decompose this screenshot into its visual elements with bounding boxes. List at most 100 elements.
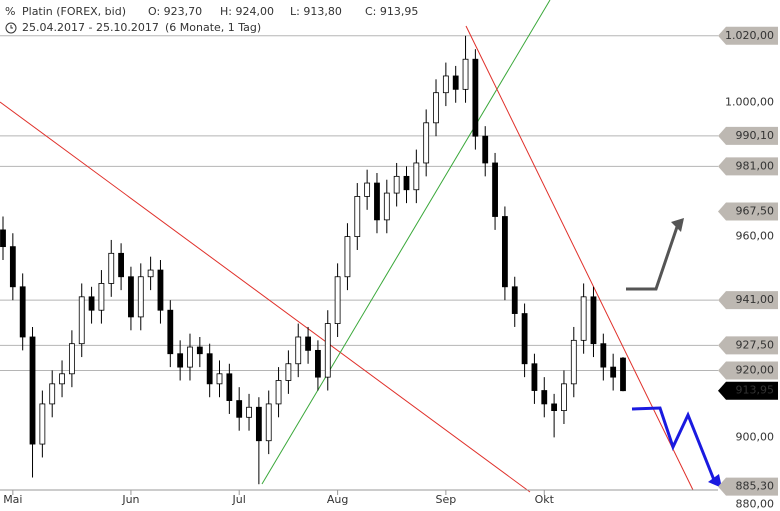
arrow-head (708, 474, 722, 488)
quote-low: L: 913,80 (290, 5, 342, 18)
candle-body (19, 286, 26, 338)
header: % Platin (FOREX, bid) O: 923,70 H: 924,0… (5, 5, 418, 34)
candle-body (610, 366, 617, 378)
candle-body (315, 349, 321, 378)
axes: 1.000,00 960,00 900,00 880,00 1.020,00 990,10… (3, 26, 778, 510)
candle-body (413, 162, 420, 191)
candle-body (324, 323, 331, 378)
price-marker-label: 967,50 (736, 204, 775, 217)
candle-body (49, 383, 56, 405)
price-marker-label: 913,95 (736, 384, 775, 397)
trend-line (465, 25, 694, 491)
candle-body (177, 353, 184, 368)
candle-body (147, 269, 154, 278)
clock-hands (10, 25, 13, 29)
candle-body (541, 390, 548, 405)
candle-body (600, 343, 607, 368)
trend-line (261, 0, 551, 485)
candle-body (59, 373, 65, 385)
candle-body (255, 406, 262, 442)
candle-body (364, 182, 371, 197)
price-marker (718, 361, 778, 380)
candle-body (118, 252, 124, 278)
candle-body (157, 269, 164, 311)
candle-body (108, 252, 115, 284)
candle-body (128, 276, 134, 318)
candle-body (206, 353, 213, 385)
arrow-head (671, 218, 684, 232)
candle-body (423, 122, 430, 164)
candle-body (187, 346, 193, 368)
clock-icon (5, 22, 17, 34)
price-marker (718, 157, 778, 176)
candle-body (590, 296, 597, 345)
y-tick-label: 960,00 (736, 230, 775, 243)
candle-body (98, 283, 105, 311)
candle-body (492, 162, 498, 217)
price-marker-label: 1.020,00 (725, 29, 774, 42)
x-tick-label: Jul (232, 493, 246, 506)
candle-body (354, 196, 361, 237)
candle-body (452, 75, 459, 90)
quote-open: O: 923,70 (148, 5, 202, 18)
quote-close: C: 913,95 (365, 5, 418, 18)
candle-body (521, 313, 528, 365)
price-marker-label: 920,00 (736, 363, 775, 376)
x-tick-label: Aug (327, 493, 348, 506)
candle-body (265, 403, 272, 442)
price-marker (718, 336, 778, 355)
candle-body (442, 75, 449, 94)
candle-body (580, 296, 587, 341)
candle-body (216, 373, 223, 385)
trend-line (0, 101, 531, 493)
candle-body (29, 336, 36, 445)
candle-body (137, 276, 144, 318)
candle-body (482, 135, 489, 164)
candle-body (167, 309, 174, 355)
price-marker (718, 381, 778, 400)
candle-body (561, 383, 567, 412)
candle-body (196, 346, 203, 355)
candle-body (334, 276, 341, 324)
candle-body (226, 373, 233, 401)
forecast-path (631, 406, 716, 481)
candle-body (88, 296, 95, 311)
x-tick-label: Jun (121, 493, 139, 506)
x-tick-label: Okt (535, 493, 555, 506)
price-marker-label: 927,50 (736, 338, 775, 351)
candle-body (78, 296, 85, 345)
candle-body (305, 336, 311, 351)
price-marker-label: 885,30 (736, 480, 775, 493)
date-range: 25.04.2017 - 25.10.2017 (22, 21, 159, 34)
up-arrow (626, 223, 680, 291)
candle-body (295, 336, 302, 365)
candle-body (285, 363, 292, 381)
candle-body (344, 236, 351, 278)
candle-body (68, 343, 75, 375)
candle-body (511, 286, 518, 314)
candle-body (275, 380, 282, 405)
candle-body (502, 216, 508, 288)
price-lines (0, 35, 718, 371)
price-marker-label: 941,00 (736, 293, 775, 306)
y-tick-label: 1.000,00 (725, 96, 774, 109)
y-tick-label: 900,00 (736, 430, 775, 443)
candle-body (551, 403, 558, 412)
candle-body (570, 339, 577, 385)
candle-body (393, 175, 400, 194)
period: (6 Monate, 1 Tag) (165, 21, 261, 34)
price-marker-label: 990,10 (736, 129, 775, 142)
quote-high: H: 924,00 (220, 5, 274, 18)
chart-title: Platin (FOREX, bid) (22, 5, 126, 18)
candles (0, 35, 626, 485)
candle-body (620, 357, 626, 392)
candle-body (39, 403, 46, 445)
price-marker-label: 981,00 (736, 159, 775, 172)
price-marker (718, 477, 778, 496)
candle-body (531, 363, 538, 391)
price-marker (718, 202, 778, 221)
x-tick-label: Sep (435, 493, 456, 506)
candle-body (246, 406, 252, 418)
candle-body (374, 182, 380, 221)
